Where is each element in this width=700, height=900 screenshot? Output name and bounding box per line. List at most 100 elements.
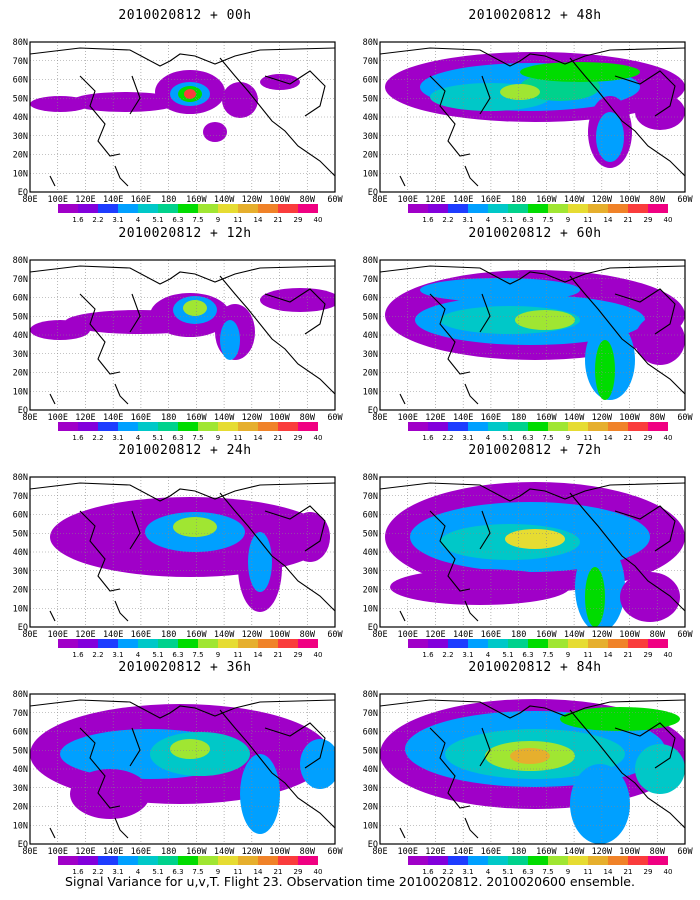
lat-tick-label: 10N: [363, 821, 378, 831]
colorbar-label: 7.5: [542, 216, 553, 224]
coastline-path: [464, 600, 479, 622]
map-frame: [379, 259, 686, 411]
colorbar-swatch: [468, 856, 488, 865]
colorbar-swatch: [488, 204, 508, 213]
lon-tick-label: 180: [511, 195, 526, 205]
colorbar-label: 2.2: [92, 868, 103, 876]
field-shading: [50, 497, 330, 612]
colorbar-label: 11: [584, 651, 593, 659]
coastline-path: [399, 827, 406, 839]
coastline-path: [129, 727, 141, 767]
colorbar-swatch: [198, 639, 218, 648]
colorbar-label: 6.3: [172, 216, 183, 224]
colorbar-label: 6.3: [172, 868, 183, 876]
lon-tick-label: 180: [161, 413, 176, 423]
colorbar-label: 3.1: [112, 216, 123, 224]
coastline-path: [114, 817, 129, 839]
field-shading: [385, 52, 685, 168]
colorbar-label: 29: [294, 434, 303, 442]
lon-tick-label: 100E: [47, 195, 67, 205]
colorbar-swatch: [158, 856, 178, 865]
colorbar-swatch: [448, 422, 468, 431]
field-shading: [385, 270, 685, 400]
lat-tick-label: 60N: [13, 728, 28, 738]
lon-tick-label: 120W: [592, 413, 613, 423]
lon-tick-label: 60W: [327, 847, 343, 857]
colorbar-label: 3.1: [462, 868, 473, 876]
lon-tick-label: 100W: [619, 847, 640, 857]
lat-tick-label: 70N: [363, 709, 378, 719]
colorbar-label: 14: [254, 434, 263, 442]
lon-tick-label: 120W: [242, 630, 263, 640]
coastline-path: [464, 817, 479, 839]
colorbar-swatch: [608, 422, 628, 431]
lat-tick-label: 40N: [363, 331, 378, 341]
colorbar-label: 21: [624, 216, 633, 224]
colorbar-label: 2.2: [442, 651, 453, 659]
colorbar: 1.6 2.2 3.1 4 5.1 6.3 7.5 9 11 14 21 29 40: [58, 856, 322, 876]
lon-tick-label: 100W: [269, 630, 290, 640]
colorbar-swatch: [648, 639, 668, 648]
colorbar-label: 29: [644, 868, 653, 876]
coastline-path: [479, 75, 491, 115]
colorbar-label: 3.1: [462, 216, 473, 224]
lon-tick-label: 180: [511, 630, 526, 640]
lon-tick-label: 120W: [242, 195, 263, 205]
colorbar-swatch: [298, 204, 318, 213]
colorbar-label: 1.6: [422, 651, 434, 659]
lat-tick-label: 10N: [13, 821, 28, 831]
field-contour: [595, 340, 615, 400]
lat-tick-label: 70N: [13, 57, 28, 67]
lon-tick-label: 180: [161, 195, 176, 205]
map-frame: [29, 259, 336, 411]
colorbar-label: 11: [584, 434, 593, 442]
lon-tick-label: 120E: [75, 847, 95, 857]
colorbar: 1.6 2.2 3.1 4 5.1 6.3 7.5 9 11 14 21 29 40: [408, 422, 673, 442]
colorbar-label: 14: [604, 868, 613, 876]
colorbar-label: 11: [234, 651, 243, 659]
coastline-path: [264, 288, 326, 335]
colorbar-swatch: [448, 639, 468, 648]
lat-tick-label: 80N: [363, 256, 378, 266]
colorbar-swatch: [568, 204, 588, 213]
panel-title: 2010020812 + 36h: [118, 660, 252, 675]
colorbar-swatch: [428, 639, 448, 648]
lon-tick-label: 80E: [372, 847, 387, 857]
lon-tick-label: 140W: [214, 847, 235, 857]
lon-tick-label: 140W: [214, 195, 235, 205]
lon-tick-label: 60W: [327, 413, 343, 423]
lon-tick-label: 120E: [425, 413, 445, 423]
lon-tick-label: 100W: [619, 413, 640, 423]
colorbar-swatch: [238, 856, 258, 865]
lat-tick-label: 40N: [13, 765, 28, 775]
colorbar: 1.6 2.2 3.1 4 5.1 6.3 7.5 9 11 14 21 29 40: [408, 639, 672, 659]
colorbar-swatch: [118, 422, 138, 431]
lat-tick-label: 70N: [363, 492, 378, 502]
lon-tick-label: 160W: [186, 195, 207, 205]
colorbar-label: 2.2: [442, 216, 453, 224]
colorbar-label: 14: [254, 216, 263, 224]
coastline-path: [30, 699, 335, 719]
lon-tick-label: 140W: [214, 630, 235, 640]
lon-tick-label: 60W: [327, 195, 343, 205]
lon-tick-label: 80W: [650, 630, 666, 640]
colorbar-label: 14: [604, 651, 613, 659]
map-frame-bg: [30, 42, 335, 192]
colorbar-swatch: [218, 422, 238, 431]
lat-tick-label: 20N: [13, 151, 28, 161]
lon-tick-label: 160W: [536, 630, 557, 640]
coastline-path: [569, 275, 685, 395]
panel-24h: 2010020812 + 24h 80N 70N 60N 50N 40N 30N 20N 10…: [13, 443, 350, 659]
lat-tick-label: 40N: [13, 113, 28, 123]
field-contour: [173, 517, 217, 537]
colorbar-label: 29: [294, 868, 303, 876]
lon-tick-label: 100E: [397, 195, 417, 205]
colorbar-label: 7.5: [192, 434, 203, 442]
colorbar-swatch: [568, 422, 588, 431]
coastline-path: [30, 482, 335, 502]
panel-title: 2010020812 + 72h: [468, 443, 602, 458]
lat-tick-label: 80N: [363, 690, 378, 700]
lat-tick-label: 70N: [13, 492, 28, 502]
lon-tick-label: 140E: [103, 630, 123, 640]
colorbar-label: 40: [664, 434, 673, 442]
